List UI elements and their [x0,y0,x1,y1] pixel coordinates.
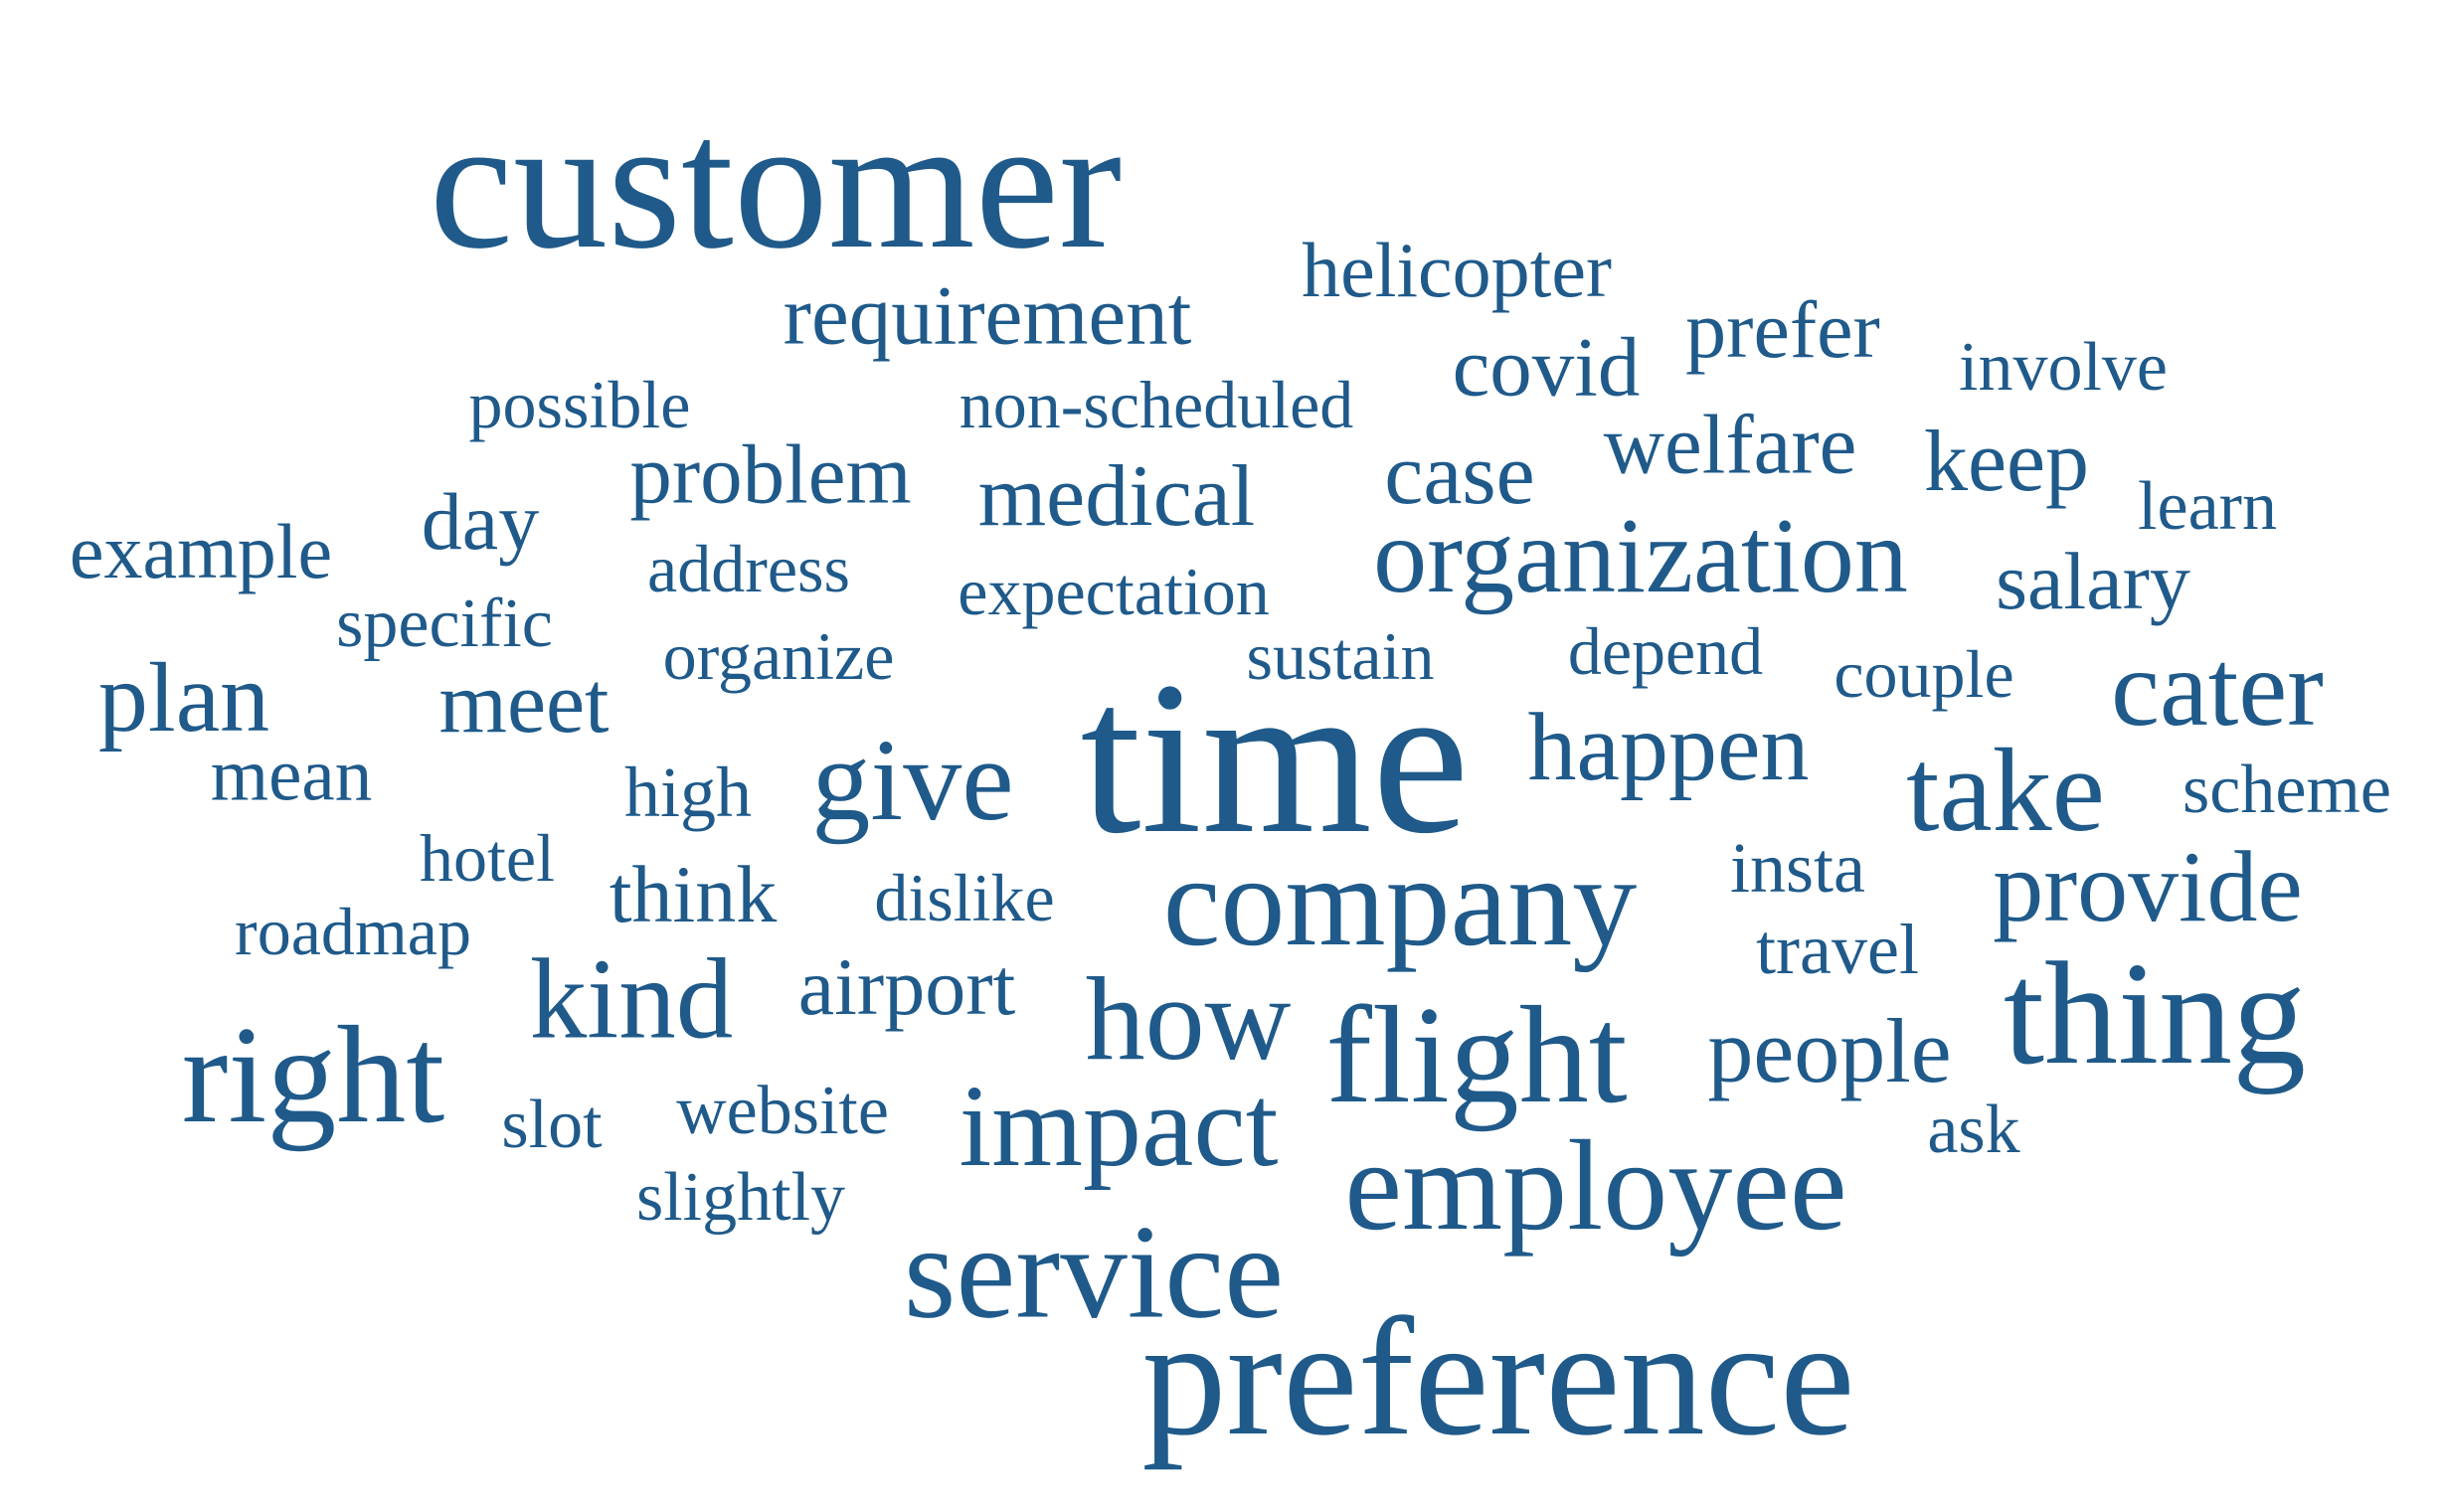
word-involve: involve [1959,329,2168,406]
word-employee: employee [1344,1114,1847,1258]
word-organization: organization [1373,497,1908,615]
word-meet: meet [438,655,610,752]
word-couple: couple [1834,636,2014,712]
word-preference: preference [1141,1283,1855,1470]
word-helicopter: helicopter [1302,227,1612,313]
word-depend: depend [1567,613,1764,689]
word-welfare: welfare [1603,398,1857,492]
word-happen: happen [1527,694,1810,801]
word-slightly: slightly [635,1159,846,1236]
word-company: company [1162,830,1638,973]
word-prefer: prefer [1685,284,1880,375]
word-service: service [903,1198,1285,1347]
word-website: website [676,1073,889,1149]
word-provide: provide [1993,831,2303,943]
word-organize: organize [662,618,895,694]
word-time: time [1080,636,1470,879]
word-specific: specific [336,586,553,662]
word-requirement: requirement [783,268,1192,363]
word-flight: flight [1325,978,1628,1132]
word-roadmap: roadmap [235,894,471,969]
word-ask: ask [1927,1092,2020,1168]
word-learn: learn [2138,468,2277,545]
word-salary: salary [1996,536,2190,626]
word-keep: keep [1923,414,2090,510]
word-think: think [609,849,778,939]
word-how: how [1085,952,1292,1085]
word-expectation: expectation [958,554,1270,629]
word-travel: travel [1756,910,1919,989]
word-dislike: dislike [874,860,1055,935]
word-take: take [1906,724,2105,856]
word-example: example [69,508,333,594]
word-kind: kind [529,935,734,1063]
word-non-scheduled: non-scheduled [959,367,1354,442]
word-customer: customer [429,80,1123,288]
word-medical: medical [977,448,1256,545]
word-problem: problem [629,427,912,522]
word-slot: slot [501,1087,603,1163]
word-high: high [623,753,753,832]
word-hotel: hotel [420,820,555,896]
word-covid: covid [1452,320,1641,415]
word-case: case [1384,426,1535,523]
word-scheme: scheme [2183,752,2391,828]
word-right: right [181,998,445,1152]
word-plan: plan [97,642,270,753]
word-possible: possible [468,367,691,442]
word-day: day [421,476,540,567]
word-people: people [1707,1000,1952,1101]
word-address: address [647,531,850,606]
word-mean: mean [210,734,373,817]
word-sustain: sustain [1246,618,1435,694]
word-impact: impact [959,1061,1279,1191]
word-thing: thing [2003,932,2307,1095]
word-airport: airport [797,941,1016,1032]
word-give: give [811,715,1014,845]
word-cater: cater [2111,627,2324,749]
word-insta: insta [1730,828,1865,908]
